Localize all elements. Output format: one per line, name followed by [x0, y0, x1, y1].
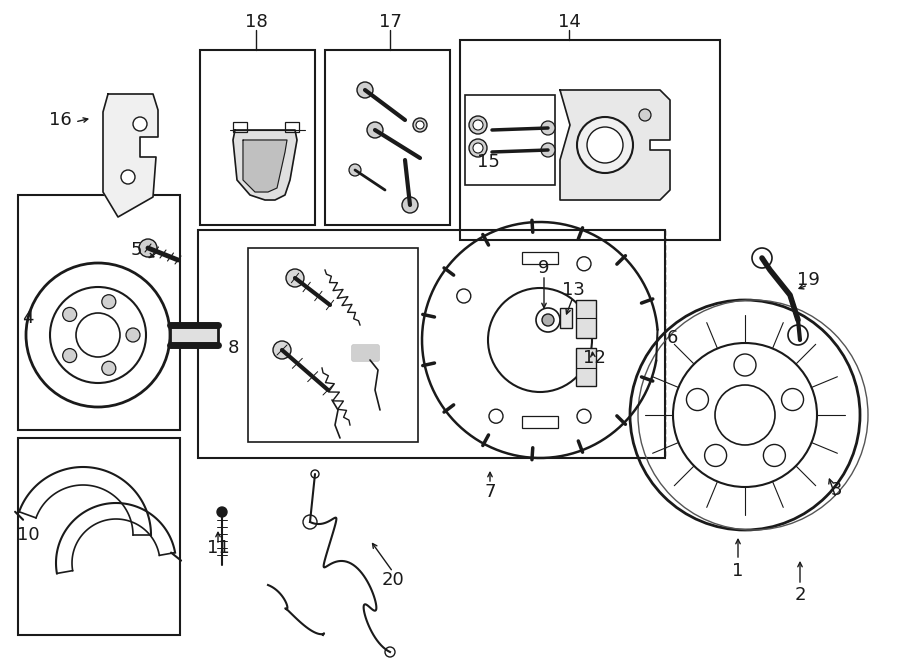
Circle shape [63, 307, 76, 321]
Bar [198, 230, 665, 458]
Circle shape [413, 118, 427, 132]
Text: 18: 18 [245, 13, 267, 31]
Circle shape [687, 389, 708, 410]
Text: 11: 11 [207, 539, 230, 557]
Text: 1: 1 [733, 562, 743, 580]
Circle shape [102, 362, 116, 375]
Bar [560, 308, 572, 328]
Text: 8: 8 [228, 339, 238, 357]
Circle shape [367, 122, 383, 138]
Circle shape [349, 164, 361, 176]
Circle shape [303, 515, 317, 529]
Bar [460, 40, 720, 240]
Circle shape [577, 256, 591, 271]
Circle shape [577, 117, 633, 173]
Circle shape [133, 117, 147, 131]
Bar [200, 50, 315, 225]
Circle shape [541, 121, 555, 135]
Bar [285, 122, 299, 132]
Circle shape [402, 197, 418, 213]
Bar [18, 438, 180, 635]
Text: 4: 4 [22, 309, 34, 327]
Text: 15: 15 [477, 153, 500, 171]
Circle shape [639, 109, 651, 121]
Polygon shape [560, 90, 670, 200]
Text: 10: 10 [17, 526, 40, 544]
Circle shape [577, 409, 591, 423]
Polygon shape [352, 345, 378, 360]
Circle shape [457, 289, 471, 303]
Bar [248, 248, 418, 442]
Circle shape [781, 389, 804, 410]
Text: 17: 17 [379, 13, 401, 31]
Text: 9: 9 [538, 259, 550, 277]
Text: 7: 7 [484, 483, 496, 501]
Text: 3: 3 [830, 481, 842, 499]
Text: 13: 13 [562, 281, 584, 299]
Circle shape [734, 354, 756, 376]
Circle shape [121, 170, 135, 184]
Circle shape [126, 328, 140, 342]
Text: 14: 14 [558, 13, 580, 31]
Bar [576, 348, 596, 386]
Bar [233, 122, 247, 132]
Circle shape [385, 647, 395, 657]
Circle shape [788, 325, 808, 345]
Circle shape [473, 143, 483, 153]
Text: 19: 19 [796, 271, 819, 289]
Circle shape [416, 121, 424, 129]
Bar [522, 252, 558, 264]
Circle shape [763, 444, 786, 467]
Circle shape [286, 269, 304, 287]
Circle shape [217, 507, 227, 517]
Circle shape [273, 341, 291, 359]
Bar [465, 95, 555, 185]
Bar [522, 416, 558, 428]
Text: 6: 6 [666, 329, 678, 347]
Circle shape [357, 82, 373, 98]
Circle shape [473, 120, 483, 130]
Polygon shape [170, 325, 218, 345]
Circle shape [311, 470, 319, 478]
Circle shape [542, 314, 554, 326]
Text: 2: 2 [794, 586, 806, 604]
Text: 20: 20 [382, 571, 404, 589]
Bar [576, 300, 596, 338]
Text: 16: 16 [49, 111, 71, 129]
Polygon shape [233, 130, 297, 200]
Circle shape [705, 444, 726, 467]
Bar [352, 345, 378, 360]
Circle shape [63, 348, 76, 363]
Circle shape [139, 239, 157, 257]
Circle shape [587, 127, 623, 163]
Text: 12: 12 [582, 349, 606, 367]
Circle shape [489, 409, 503, 423]
Circle shape [469, 116, 487, 134]
Circle shape [536, 308, 560, 332]
Text: 5: 5 [130, 241, 142, 259]
Bar [18, 195, 180, 430]
Polygon shape [103, 94, 158, 217]
Circle shape [102, 295, 116, 309]
Circle shape [541, 143, 555, 157]
Polygon shape [243, 140, 287, 192]
Bar [325, 50, 450, 225]
Circle shape [752, 248, 772, 268]
Circle shape [469, 139, 487, 157]
